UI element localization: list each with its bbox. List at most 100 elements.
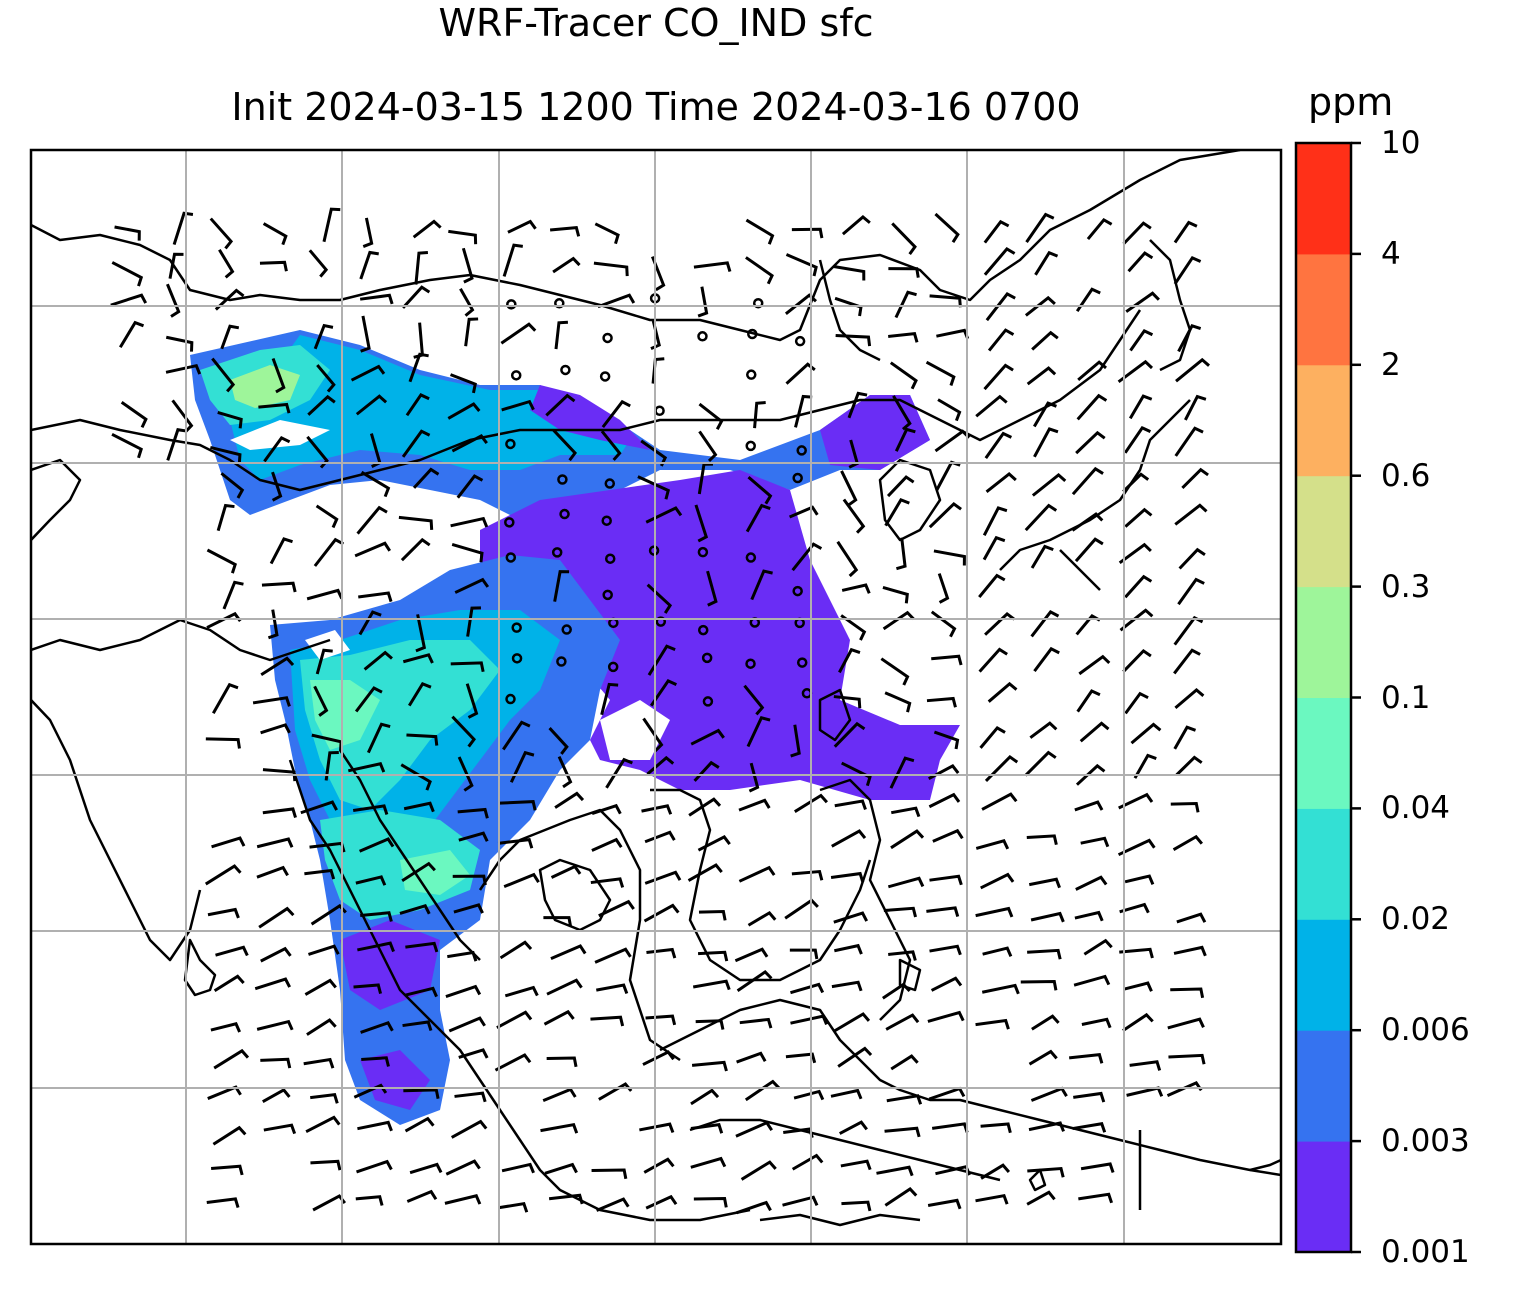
wind-barb xyxy=(888,950,917,961)
wind-barb xyxy=(310,1159,342,1171)
wind-calm-marker xyxy=(601,515,612,526)
wind-barb xyxy=(980,1163,1011,1180)
wind-calm-marker xyxy=(511,653,523,664)
wind-barb xyxy=(355,875,387,886)
wind-barb xyxy=(983,246,1016,276)
wind-barb xyxy=(784,898,819,920)
wind-barb xyxy=(840,614,867,641)
wind-barb xyxy=(1073,1091,1106,1103)
wind-barb xyxy=(876,1165,914,1177)
wind-barb xyxy=(213,974,245,993)
wind-barb xyxy=(983,219,1010,244)
wind-calm-marker xyxy=(505,552,517,563)
wind-barb xyxy=(457,807,489,819)
wind-calm-marker xyxy=(560,364,571,376)
wind-calm-marker xyxy=(747,328,758,340)
wind-barb xyxy=(262,1087,291,1103)
wind-barb xyxy=(933,549,966,566)
wind-barb xyxy=(1174,426,1204,457)
wind-barb xyxy=(1034,250,1059,276)
wind-barb xyxy=(841,1200,872,1212)
wind-barb xyxy=(698,402,724,430)
wind-barb xyxy=(697,950,729,962)
wind-barb xyxy=(354,541,392,558)
wind-barb xyxy=(450,516,489,528)
wind-calm-marker xyxy=(556,656,567,667)
wind-barb xyxy=(165,335,194,352)
wind-barb xyxy=(600,682,619,716)
wind-barb xyxy=(1028,1121,1065,1132)
wind-barb xyxy=(982,506,1008,537)
wind-barb xyxy=(834,296,863,317)
wind-barb xyxy=(451,542,484,563)
wind-barb xyxy=(928,792,961,809)
wind-barb xyxy=(1126,1086,1164,1097)
wind-barb xyxy=(975,1018,1010,1030)
wind-barb xyxy=(591,1168,628,1180)
wind-barb xyxy=(889,361,918,390)
wind-barb xyxy=(836,540,859,578)
colorbar xyxy=(1294,141,1361,1254)
wind-calm-marker xyxy=(602,332,613,344)
wind-barb xyxy=(790,1014,828,1026)
wind-barb xyxy=(590,1015,625,1027)
wind-barb xyxy=(982,535,1006,561)
wind-barb xyxy=(545,393,576,417)
wind-barb xyxy=(271,471,283,502)
wind-barb xyxy=(693,261,732,272)
wind-barb xyxy=(209,217,234,250)
wind-barb xyxy=(254,977,291,991)
wind-barb xyxy=(554,320,569,350)
wind-barb xyxy=(649,678,677,707)
colorbar-segment xyxy=(1296,919,1351,1031)
wind-barb xyxy=(554,791,585,809)
wind-barb xyxy=(363,650,393,671)
wind-barb xyxy=(1080,836,1110,848)
wind-barb xyxy=(888,332,919,343)
wind-barb xyxy=(310,1093,339,1104)
wind-barb xyxy=(1071,466,1104,496)
wind-barb xyxy=(1119,947,1154,959)
wind-barb xyxy=(220,472,245,499)
wind-barb xyxy=(646,947,677,959)
colorbar-tick-label: 4 xyxy=(1381,235,1401,272)
wind-barb xyxy=(509,750,535,783)
wind-barb xyxy=(600,430,622,461)
wind-barb xyxy=(304,868,336,880)
colorbar-tick-label: 0.006 xyxy=(1381,1012,1470,1049)
wind-barb xyxy=(400,537,431,562)
wind-barb xyxy=(833,911,869,924)
colorbar-segment xyxy=(1296,364,1351,477)
wind-barb xyxy=(1072,1122,1107,1133)
wind-barb xyxy=(1075,430,1106,455)
wind-barb xyxy=(111,261,144,287)
wind-barb xyxy=(894,290,917,319)
wind-barb xyxy=(400,763,432,791)
wind-barb xyxy=(1074,800,1104,812)
wind-barb xyxy=(217,411,243,429)
wind-barb xyxy=(306,1018,337,1036)
wind-calm-marker xyxy=(510,370,522,381)
wind-barb xyxy=(928,501,962,529)
wind-barb xyxy=(932,828,964,843)
wind-barb xyxy=(839,1120,868,1135)
wind-barb xyxy=(981,792,1018,811)
wind-barb xyxy=(1177,577,1205,606)
wind-barb xyxy=(987,681,1018,703)
wind-barb xyxy=(553,570,570,602)
wind-barb xyxy=(753,401,766,429)
wind-barb xyxy=(1117,838,1156,857)
wind-barb xyxy=(498,1201,529,1213)
wind-barb xyxy=(1083,938,1113,956)
wind-barb xyxy=(1133,753,1157,779)
wind-barb xyxy=(1124,691,1149,715)
wind-barb xyxy=(303,1057,335,1069)
wind-barb xyxy=(642,1050,675,1066)
wind-barb xyxy=(543,916,573,927)
wind-barb xyxy=(306,588,344,601)
wind-barb xyxy=(1172,834,1203,852)
wind-barb xyxy=(347,761,386,773)
wind-barb xyxy=(454,577,490,594)
wind-barb xyxy=(1026,366,1057,386)
wind-barb xyxy=(598,899,635,918)
